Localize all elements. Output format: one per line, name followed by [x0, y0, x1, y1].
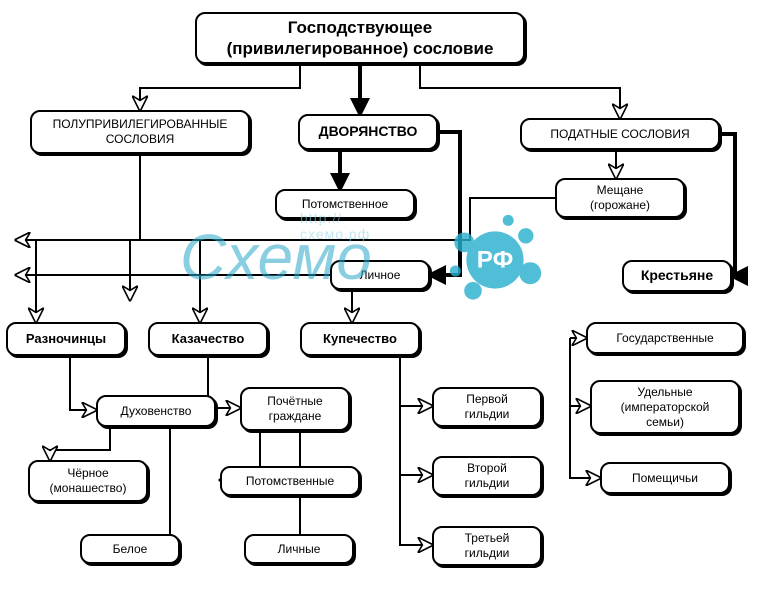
edge-kupech-g1: [400, 356, 432, 406]
connector-layer: [0, 0, 771, 600]
edge-duh-chern: [50, 427, 110, 460]
edge-kupech-g3: [400, 356, 432, 545]
node-krest: Крестьяне: [622, 260, 732, 292]
node-duh: Духовенство: [96, 395, 216, 427]
node-kazak: Казачество: [148, 322, 268, 356]
node-pochet: Почётныеграждане: [240, 387, 350, 431]
edge-kupech-g2: [400, 356, 432, 475]
node-pomesh: Помещичьи: [600, 462, 730, 494]
node-potom: Потомственное: [275, 189, 415, 219]
edge-podat-krest: [710, 134, 735, 276]
node-gos: Государственные: [586, 322, 744, 354]
node-g3: Третьейгильдии: [432, 526, 542, 566]
node-g2: Второйгильдии: [432, 456, 542, 496]
node-udel: Удельные(императорскойсемьи): [590, 380, 740, 434]
node-lich: Личное: [330, 260, 430, 290]
node-dvor: ДВОРЯНСТВО: [298, 114, 438, 150]
node-kupech: Купечество: [300, 322, 420, 356]
node-root: Господствующее(привилегированное) сослов…: [195, 12, 525, 64]
node-lichn: Личные: [244, 534, 354, 564]
edge-root-podat: [420, 64, 620, 118]
watermark-splat: РФ: [440, 205, 550, 315]
node-potoms: Потомственные: [220, 466, 360, 496]
edge-duh-beloe: [170, 427, 180, 548]
edge-semi-bus: [16, 154, 140, 240]
edge-razno_bottom-duh: [70, 356, 96, 410]
watermark-badge-text: РФ: [477, 247, 513, 274]
node-razno: Разночинцы: [6, 322, 126, 356]
node-beloe: Белое: [80, 534, 180, 564]
node-g1: Первойгильдии: [432, 387, 542, 427]
node-chern: Чёрное(монашество): [28, 460, 148, 502]
node-semi: ПОЛУПРИВИЛЕГИРОВАННЫЕСОСЛОВИЯ: [30, 110, 250, 154]
node-mesh: Мещане(горожане): [555, 178, 685, 218]
node-podat: ПОДАТНЫЕ СОСЛОВИЯ: [520, 118, 720, 150]
edge-root-semi: [140, 64, 300, 110]
